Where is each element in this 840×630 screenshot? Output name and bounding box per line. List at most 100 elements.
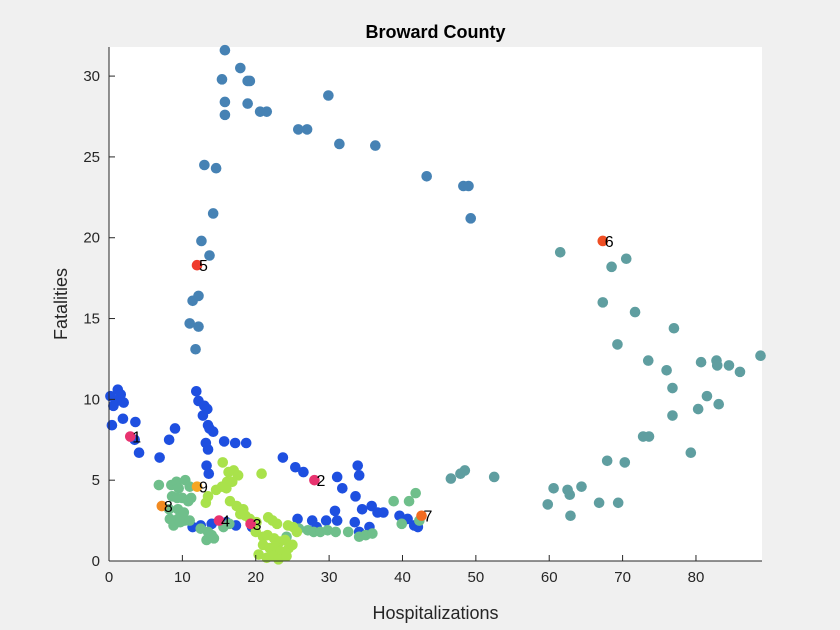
y-tick-label: 30 (83, 68, 100, 85)
data-point (219, 96, 231, 108)
data-point (201, 460, 212, 471)
data-point (713, 398, 725, 410)
data-point (216, 74, 228, 85)
data-point (190, 343, 201, 355)
point-label: 9 (199, 480, 208, 497)
data-point (292, 513, 303, 525)
point-label: 5 (199, 258, 208, 275)
data-point (606, 261, 617, 273)
highlight-point (191, 481, 203, 492)
data-point (612, 497, 624, 509)
data-point (320, 515, 332, 526)
point-label: 8 (164, 499, 173, 516)
point-label: 4 (221, 514, 230, 531)
data-point (396, 518, 408, 530)
point-annotations: 1 2 3 4 5 6 7 8 9 (132, 234, 614, 534)
data-point (734, 366, 746, 378)
data-point (542, 499, 554, 510)
data-point (331, 515, 343, 526)
data-point (331, 471, 343, 483)
data-point (207, 426, 219, 437)
data-point (219, 44, 231, 56)
data-point (184, 481, 196, 492)
data-point (597, 297, 609, 308)
data-point (291, 526, 303, 538)
data-point (200, 497, 212, 509)
data-point (349, 516, 361, 528)
data-point (256, 468, 267, 480)
data-point (564, 489, 576, 501)
data-point (643, 431, 655, 442)
data-point (711, 360, 723, 371)
data-point (350, 491, 361, 502)
data-point (692, 403, 704, 415)
data-point (455, 468, 466, 480)
data-point (661, 364, 672, 376)
data-point (130, 416, 141, 428)
data-point (642, 355, 654, 366)
data-point (202, 444, 214, 455)
highlight-point (597, 235, 609, 247)
highlight-point (213, 515, 225, 526)
data-point (576, 481, 587, 492)
y-tick-label: 15 (83, 311, 100, 328)
data-point (352, 460, 364, 471)
data-point (463, 180, 474, 192)
point-label: 7 (424, 509, 433, 526)
data-point (218, 436, 230, 447)
data-point (292, 124, 304, 135)
data-point (219, 109, 231, 121)
data-point (554, 246, 566, 258)
highlight-point (309, 474, 320, 486)
data-point (106, 419, 118, 431)
data-point (174, 516, 186, 528)
x-tick-label: 0 (105, 569, 113, 586)
data-point (193, 290, 204, 302)
data-point (668, 322, 680, 334)
data-point (342, 526, 354, 538)
data-point (367, 528, 378, 539)
data-point (337, 482, 348, 494)
data-point (403, 495, 415, 507)
data-point (271, 518, 283, 530)
data-point (229, 437, 241, 449)
data-point (353, 470, 365, 481)
data-point (184, 318, 196, 329)
data-point (723, 360, 735, 371)
data-point (242, 75, 253, 87)
data-point (154, 452, 165, 463)
data-point (755, 350, 766, 362)
data-point (701, 390, 713, 402)
data-point (329, 505, 341, 517)
data-point (298, 466, 309, 478)
data-point (273, 554, 284, 565)
data-point (242, 98, 253, 109)
highlight-point (191, 259, 203, 271)
data-point (565, 510, 576, 522)
x-tick-label: 60 (541, 569, 558, 586)
data-point (173, 482, 185, 494)
point-label: 3 (253, 517, 262, 534)
data-point (322, 524, 333, 536)
data-point (204, 250, 215, 261)
x-tick-label: 80 (688, 569, 705, 586)
data-point (619, 457, 631, 468)
x-tick-label: 30 (321, 569, 338, 586)
data-point (620, 253, 632, 265)
x-tick-label: 50 (468, 569, 485, 586)
chart-title: Broward County (365, 22, 505, 42)
data-point (378, 507, 389, 518)
data-point (224, 518, 235, 530)
data-point (207, 208, 219, 219)
data-point (184, 515, 196, 526)
data-point (191, 385, 202, 397)
data-point (287, 539, 298, 551)
data-point (193, 321, 204, 332)
data-point (196, 235, 207, 247)
data-point (210, 162, 222, 174)
data-point (421, 171, 432, 182)
data-point (593, 497, 605, 509)
data-point (240, 437, 252, 449)
data-point (169, 423, 181, 434)
